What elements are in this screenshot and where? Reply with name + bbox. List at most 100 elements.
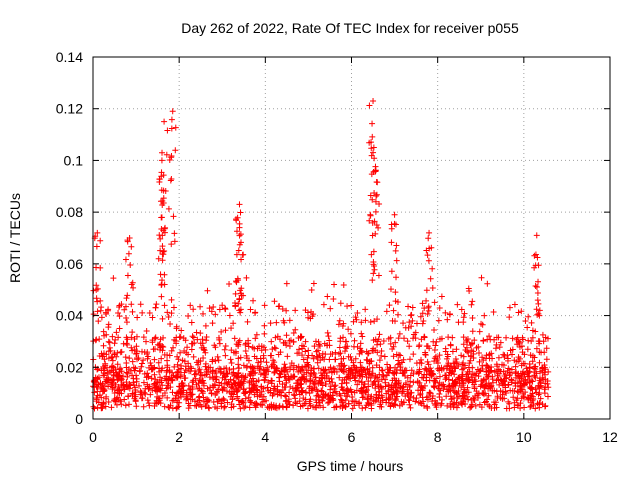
data-point: [492, 399, 499, 406]
data-point: [463, 344, 470, 351]
data-point: [103, 378, 110, 385]
data-point: [160, 200, 167, 207]
data-point: [409, 304, 416, 311]
data-point: [112, 366, 119, 373]
data-point: [230, 377, 237, 384]
data-point: [348, 366, 355, 373]
data-point: [460, 365, 467, 372]
data-point: [418, 356, 425, 363]
data-point: [390, 307, 397, 314]
data-point: [493, 377, 500, 384]
data-point: [254, 345, 261, 352]
data-point: [315, 393, 322, 400]
data-point: [305, 314, 312, 321]
data-point: [370, 248, 377, 255]
data-point: [534, 254, 541, 261]
data-point: [205, 369, 212, 376]
data-point: [499, 361, 506, 368]
data-point: [466, 377, 473, 384]
data-point: [255, 359, 262, 366]
data-point: [175, 366, 182, 373]
data-point: [352, 314, 359, 321]
data-point: [407, 389, 414, 396]
data-point: [245, 357, 252, 364]
data-point: [393, 388, 400, 395]
data-point: [187, 391, 194, 398]
data-point: [170, 304, 177, 311]
data-point: [122, 354, 129, 361]
data-point: [133, 333, 140, 340]
data-point: [545, 368, 552, 375]
data-point: [323, 372, 330, 379]
data-point: [523, 365, 530, 372]
data-point: [197, 377, 204, 384]
data-point: [101, 387, 108, 394]
data-point: [402, 381, 409, 388]
data-point: [298, 376, 305, 383]
data-point: [437, 387, 444, 394]
data-point: [486, 368, 493, 375]
data-point: [305, 347, 312, 354]
data-point: [194, 336, 201, 343]
data-point: [111, 390, 118, 397]
data-point: [400, 320, 407, 327]
data-point: [299, 352, 306, 359]
data-point: [168, 310, 175, 317]
data-point: [236, 224, 243, 231]
data-point: [203, 337, 210, 344]
data-point: [219, 374, 226, 381]
data-point: [370, 144, 377, 151]
data-point: [522, 389, 529, 396]
data-point: [281, 319, 288, 326]
data-point: [392, 247, 399, 254]
data-point: [260, 398, 267, 405]
data-point: [460, 334, 467, 341]
data-point: [325, 333, 332, 340]
data-point: [297, 334, 304, 341]
data-point: [378, 367, 385, 374]
data-point: [244, 363, 251, 370]
data-point: [337, 300, 344, 307]
data-point: [476, 328, 483, 335]
data-point: [235, 361, 242, 368]
data-point: [212, 391, 219, 398]
data-point: [122, 256, 129, 263]
data-point: [100, 328, 107, 335]
data-point: [324, 399, 331, 406]
data-point: [95, 399, 102, 406]
data-point: [363, 348, 370, 355]
data-point: [133, 375, 140, 382]
data-point: [460, 314, 467, 321]
data-point: [337, 338, 344, 345]
data-point: [290, 373, 297, 380]
data-point: [158, 355, 165, 362]
data-point: [369, 120, 376, 127]
data-point: [373, 191, 380, 198]
data-point: [422, 365, 429, 372]
data-point: [242, 403, 249, 410]
data-point: [118, 401, 125, 408]
data-point: [91, 384, 98, 391]
data-point: [265, 379, 272, 386]
data-point: [137, 391, 144, 398]
data-point: [106, 368, 113, 375]
data-point: [447, 341, 454, 348]
data-point: [328, 369, 335, 376]
data-point: [378, 376, 385, 383]
data-point: [354, 310, 361, 317]
data-point: [156, 176, 163, 183]
data-point: [247, 368, 254, 375]
data-point: [268, 380, 275, 387]
data-point: [511, 357, 518, 364]
data-point: [345, 375, 352, 382]
data-point: [502, 371, 509, 378]
data-point: [420, 318, 427, 325]
data-point: [477, 367, 484, 374]
data-point: [399, 359, 406, 366]
data-point: [228, 360, 235, 367]
data-point: [121, 306, 128, 313]
data-point: [489, 379, 496, 386]
data-point: [525, 373, 532, 380]
x-axis-ticks: 0 2 4 6 8 10 12: [89, 57, 618, 445]
data-point: [188, 346, 195, 353]
